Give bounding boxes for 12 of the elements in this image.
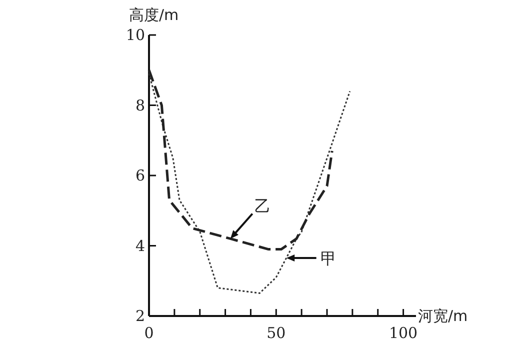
- y-tick-label: 2: [135, 307, 145, 325]
- x-tick-label: 0: [144, 324, 154, 342]
- annotation: 甲: [320, 249, 336, 268]
- x-tick-label: 50: [266, 324, 286, 342]
- x-tick-label: 100: [388, 324, 418, 342]
- y-tick-label: 6: [135, 166, 145, 184]
- y-axis-title: 高度/m: [129, 6, 179, 24]
- y-tick-label: 8: [135, 96, 145, 114]
- y-tick-label: 10: [126, 26, 145, 44]
- y-tick-label: 4: [135, 236, 145, 255]
- x-axis-title: 河宽/m: [418, 307, 468, 325]
- annotation: 乙: [254, 196, 270, 216]
